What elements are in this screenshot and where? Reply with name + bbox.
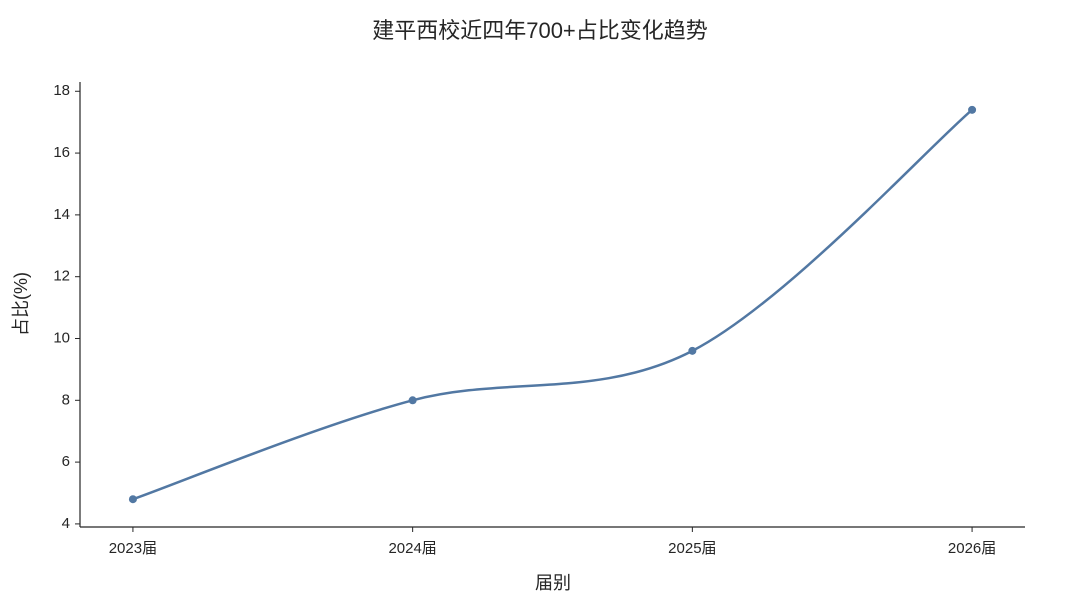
- point: [408, 396, 417, 405]
- y-tick-label: 10: [53, 329, 70, 346]
- y-tick-label: 18: [53, 82, 70, 99]
- y-tick-label: 16: [53, 144, 70, 161]
- y-tick-label: 4: [62, 515, 70, 532]
- x-axis-label: 届别: [535, 573, 571, 593]
- point: [128, 495, 137, 504]
- y-tick-label: 6: [62, 453, 70, 470]
- y-axis-label: 占比(%): [11, 272, 31, 336]
- x-tick-label: 2025届: [668, 540, 716, 557]
- point: [688, 346, 697, 355]
- y-tick-label: 12: [53, 268, 70, 285]
- y-tick-label: 14: [53, 206, 70, 223]
- point: [968, 105, 977, 114]
- x-tick-label: 2024届: [388, 540, 436, 557]
- chart-title: 建平西校近四年700+占比变化趋势: [372, 18, 708, 43]
- x-tick-label: 2026届: [948, 540, 996, 557]
- line: [132, 108, 973, 501]
- x-tick-label: 2023届: [109, 540, 157, 557]
- y-tick-label: 8: [62, 391, 70, 408]
